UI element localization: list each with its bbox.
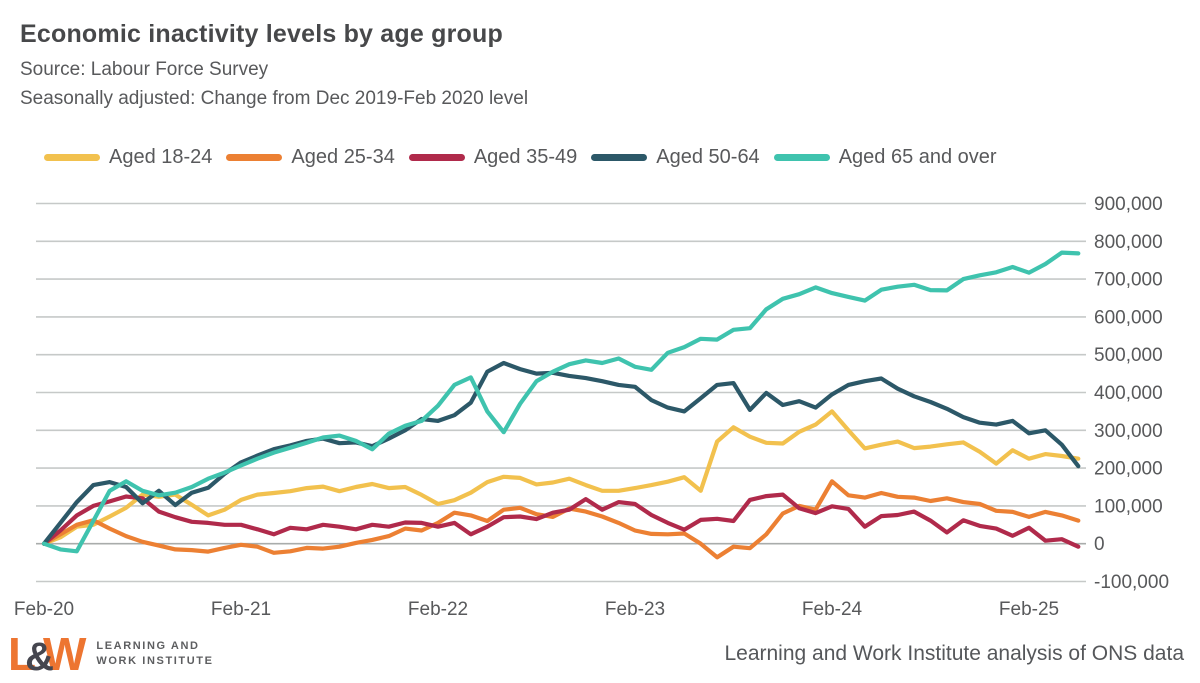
y-axis-tick-label: 200,000 (1094, 459, 1163, 480)
legend-swatch-aged-50-64 (591, 154, 648, 161)
legend-item-aged-50-64: Aged 50-64 (591, 146, 760, 169)
y-axis-tick-label: 800,000 (1094, 232, 1163, 253)
y-axis-tick-label: 300,000 (1094, 421, 1163, 442)
x-axis-tick-label: Feb-20 (14, 599, 74, 620)
chart-source: Source: Labour Force Survey (20, 59, 269, 80)
lw-logo: L & W LEARNING AND WORK INSTITUTE (8, 631, 214, 677)
y-axis-tick-label: 400,000 (1094, 383, 1163, 404)
legend-swatch-aged-25-34 (226, 154, 283, 161)
y-axis-tick-label: 600,000 (1094, 307, 1163, 328)
legend-label: Aged 18-24 (109, 146, 213, 168)
lw-logo-letters: L & W (8, 628, 86, 680)
legend-label: Aged 25-34 (291, 146, 395, 168)
x-axis-tick-label: Feb-24 (802, 599, 863, 620)
y-axis-tick-label: 100,000 (1094, 496, 1163, 517)
legend-label: Aged 65 and over (838, 146, 997, 168)
y-axis-tick-label: 900,000 (1094, 194, 1163, 215)
legend-swatch-aged-65-and-over (773, 154, 830, 161)
logo-caption-line1: LEARNING AND (96, 640, 200, 652)
legend-item-aged-65-and-over: Aged 65 and over (773, 146, 997, 169)
legend-item-aged-35-49: Aged 35-49 (408, 146, 578, 169)
x-axis-tick-label: Feb-22 (408, 599, 468, 620)
legend-label: Aged 35-49 (473, 146, 578, 168)
series-line-aged-35-49 (41, 492, 1081, 549)
chart-header: Economic inactivity levels by age group … (20, 20, 528, 110)
legend-swatch-aged-35-49 (408, 154, 465, 161)
x-axis-tick-label: Feb-21 (211, 599, 271, 620)
legend-item-aged-25-34: Aged 25-34 (226, 146, 395, 169)
legend-label: Aged 50-64 (656, 146, 760, 168)
attribution-text: Learning and Work Institute analysis of … (724, 642, 1184, 665)
x-axis-tick-label: Feb-23 (605, 599, 665, 620)
logo-ampersand: & (25, 635, 54, 679)
logo-caption: LEARNING AND WORK INSTITUTE (96, 639, 213, 669)
series-line-aged-65-and-over (41, 250, 1081, 554)
series-line-aged-50-64 (41, 360, 1081, 546)
chart-footer: L & W LEARNING AND WORK INSTITUTE Learni… (8, 631, 1184, 677)
logo-letter-l: L (8, 628, 36, 680)
chart-title: Economic inactivity levels by age group (20, 20, 503, 48)
series-line-aged-18-24 (41, 409, 1081, 546)
y-axis-tick-label: 500,000 (1094, 345, 1163, 366)
series-line-aged-25-34 (41, 479, 1081, 560)
chart-subtitle: Seasonally adjusted: Change from Dec 201… (20, 88, 529, 109)
chart-legend: Aged 18-24 Aged 25-34 Aged 35-49 Aged 50-64… (44, 146, 997, 169)
legend-item-aged-18-24: Aged 18-24 (44, 146, 212, 169)
legend-swatch-aged-18-24 (44, 154, 100, 161)
y-axis-tick-label: 700,000 (1094, 270, 1163, 291)
y-axis-tick-label: 0 (1094, 534, 1105, 555)
logo-caption-line2: WORK INSTITUTE (96, 655, 214, 667)
logo-letter-w: W (43, 628, 86, 680)
x-axis-tick-label: Feb-25 (999, 599, 1059, 620)
y-axis-tick-label: -100,000 (1094, 572, 1169, 593)
